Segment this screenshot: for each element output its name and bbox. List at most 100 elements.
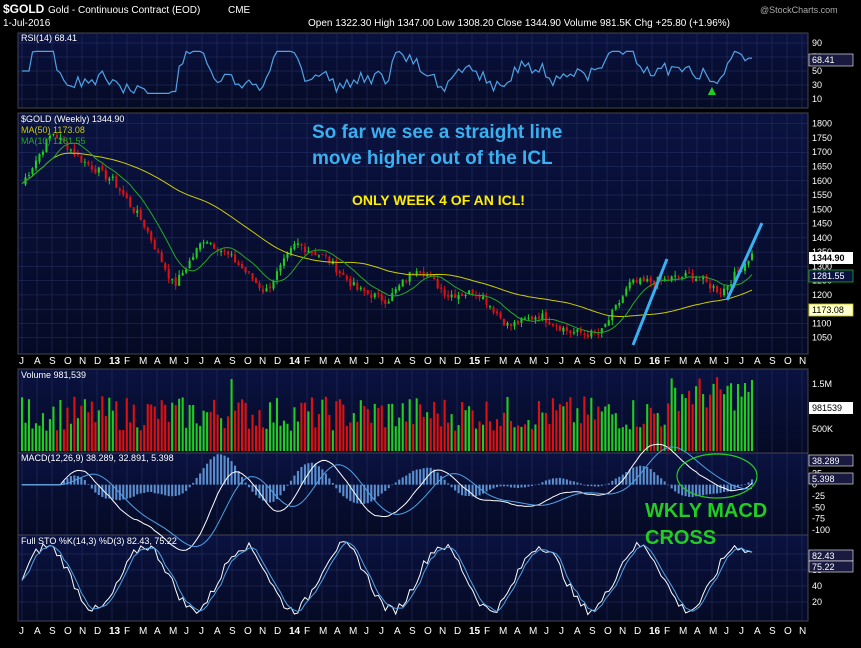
month-label: J [724,626,729,637]
volume-bar [401,403,404,451]
volume-bar [101,396,104,451]
sto-label: Full STO %K(14,3) %D(3) 82.43, 75.22 [21,536,177,546]
candle-body [97,167,100,173]
macd-histogram-bar [216,454,219,485]
rsi-panel [17,32,809,109]
month-label: O [424,356,432,367]
month-label: O [604,626,612,637]
macd-histogram-bar [265,484,268,503]
candle-body [314,251,317,256]
up-arrow-icon: ▲ [705,82,719,98]
candle-body [628,282,631,289]
candle-body [310,252,313,254]
volume-bar [709,394,712,451]
macd-cross-circle [676,453,758,499]
candle-body [405,280,408,282]
month-label: S [769,626,776,637]
volume-bar [723,394,726,451]
candle-body [338,271,341,274]
volume-bar [433,401,436,451]
volume-bar [461,402,464,451]
macd-histogram-bar [590,484,593,487]
candle-body [726,286,729,291]
candle-body [38,154,41,162]
macd-histogram-bar [174,484,177,496]
price-tick-label: 1200 [812,290,832,300]
month-label: N [79,626,86,637]
volume-bar [188,405,191,451]
macd-histogram-bar [611,480,614,485]
rsi-tick-label: 90 [812,38,822,48]
candle-body [677,276,680,278]
volume-bar [118,429,121,451]
month-label: S [49,356,56,367]
volume-bar [366,408,369,451]
volume-bar [485,401,488,451]
macd-histogram-bar [331,482,334,485]
volume-bar [69,423,72,451]
volume-bar [317,414,320,451]
candle-body [69,149,72,151]
volume-bar [146,404,149,451]
sto-panel [17,534,809,622]
macd-histogram-bar [688,484,691,497]
volume-bar [352,413,355,451]
price-tick-label: 1300 [812,261,832,271]
volume-bar [167,421,170,451]
rsi-tick-label: 10 [812,94,822,104]
candle-body [265,288,268,292]
macd-histogram-bar [160,484,163,495]
candle-body [716,286,719,293]
volume-bar [76,418,79,451]
macd-histogram-bar [289,480,292,485]
volume-bar [307,411,310,451]
volume-bar [373,403,376,451]
volume-bar [94,422,97,451]
month-label: M [709,626,717,637]
month-label: F [484,626,490,637]
macd-histogram-bar [461,484,464,496]
macd-histogram-bar [314,463,317,485]
macd-histogram-bar [468,484,471,496]
macd-series [20,443,754,551]
ma50-line [21,152,753,317]
candle-body [537,316,540,319]
candle-body [544,312,547,323]
volume-bar [66,407,69,451]
candle-body [712,286,715,288]
volume-bar [328,414,331,451]
month-label: F [124,356,130,367]
volume-bar [83,399,86,451]
macd-histogram-bar [164,484,167,496]
candle-body [569,330,572,334]
macd-histogram-bar [436,472,439,485]
candle-body [272,281,275,289]
volume-bar [688,390,691,451]
month-label: F [304,626,310,637]
month-label: N [79,356,86,367]
price-tick-label: 1100 [812,318,831,328]
candle-body [227,251,230,255]
macd-histogram-bar [349,484,352,502]
candle-body [733,271,736,283]
rsi-tick-label: 50 [812,66,822,76]
sto-d-badge [808,560,854,573]
month-label: M [529,356,537,367]
month-label: J [544,356,549,367]
macd-tick-label: -50 [812,502,825,512]
macd-histogram-bar [530,484,533,486]
candle-body [237,262,240,265]
candle-body [209,242,212,244]
macd-histogram-bar [139,484,142,494]
month-label: J [739,626,744,637]
volume-bar [750,379,754,451]
month-label: M [319,356,327,367]
volume-bar [342,404,345,451]
volume-bars [20,377,754,451]
month-label: F [664,626,670,637]
macd-histogram-bar [628,469,631,485]
volume-bar [705,407,708,451]
volume-bar [34,423,38,451]
volume-bar [681,394,684,451]
